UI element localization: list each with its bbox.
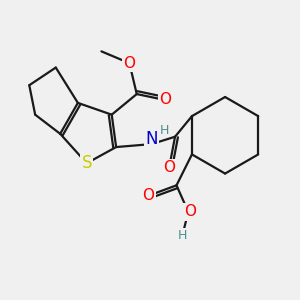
Text: N: N <box>145 130 158 148</box>
Text: O: O <box>184 204 196 219</box>
Text: H: H <box>178 229 187 242</box>
Text: O: O <box>123 56 135 70</box>
Text: O: O <box>163 160 175 175</box>
Text: H: H <box>160 124 169 137</box>
Text: S: S <box>81 154 92 172</box>
Text: O: O <box>159 92 171 107</box>
Text: O: O <box>142 188 154 203</box>
